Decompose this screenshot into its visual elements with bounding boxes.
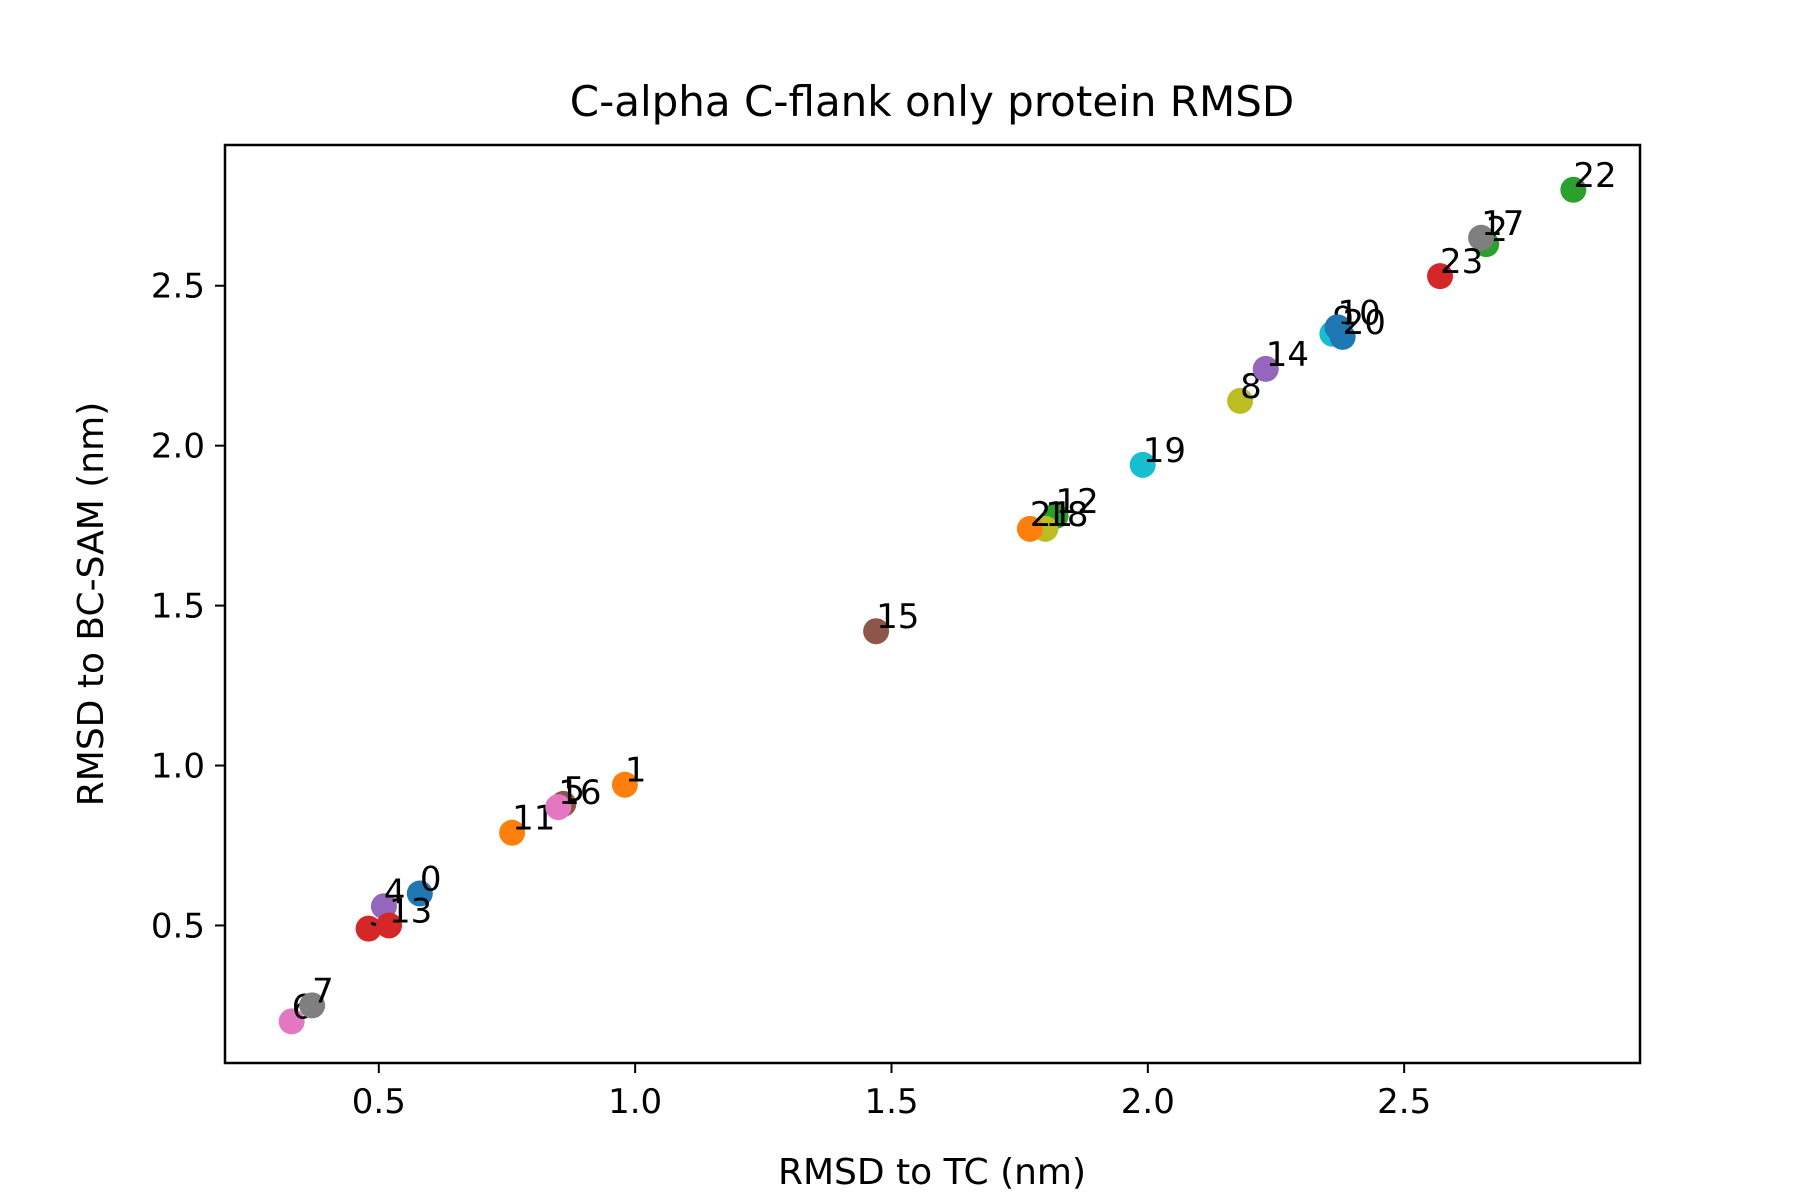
y-tick-label: 0.5	[151, 906, 205, 946]
data-point-14	[1252, 355, 1279, 382]
data-point-20	[1329, 323, 1356, 350]
y-tick-label: 1.5	[151, 587, 205, 627]
data-point-0	[406, 880, 433, 907]
point-label-0: 0	[420, 859, 442, 899]
x-axis: 0.5 1.0 1.5 2.0 2.5	[352, 1063, 1431, 1122]
data-point-21	[1016, 515, 1043, 542]
point-label-4: 4	[384, 872, 406, 912]
data-point-17	[1468, 224, 1495, 251]
point-label-23: 23	[1440, 242, 1483, 282]
point-label-20: 20	[1343, 303, 1386, 343]
data-point-23	[1427, 263, 1454, 290]
point-label-12: 12	[1056, 482, 1099, 522]
point-label-19: 19	[1143, 431, 1186, 471]
data-point-22	[1560, 176, 1587, 203]
plot-frame	[223, 143, 1642, 1065]
data-point-19	[1129, 451, 1156, 478]
data-point-13	[376, 912, 403, 939]
x-tick-label: 2.5	[1377, 1082, 1431, 1122]
point-label-21: 21	[1030, 495, 1073, 535]
point-label-15: 15	[876, 597, 919, 637]
x-axis-title: RMSD to TC (nm)	[778, 1152, 1086, 1193]
y-tick-label: 2.0	[151, 427, 205, 467]
y-axis-title: RMSD to BC-SAM (nm)	[71, 402, 112, 807]
data-point-3	[355, 915, 382, 942]
x-tick-label: 0.5	[352, 1082, 406, 1122]
x-tick-label: 1.0	[608, 1082, 662, 1122]
y-tick-label: 1.0	[151, 747, 205, 787]
point-label-17: 17	[1481, 204, 1524, 244]
data-point-1	[611, 771, 638, 798]
data-point-8	[1227, 387, 1254, 414]
data-point-7	[299, 992, 326, 1019]
y-axis: 0.5 1.0 1.5 2.0 2.5	[151, 267, 225, 946]
data-point-11	[499, 819, 526, 846]
y-tick-label: 2.5	[151, 267, 205, 307]
point-label-13: 13	[389, 891, 432, 931]
chart-title: C-alpha C-flank only protein RMSD	[570, 77, 1294, 126]
point-label-14: 14	[1266, 335, 1309, 375]
point-label-22: 22	[1573, 156, 1616, 196]
data-point-6	[278, 1008, 305, 1035]
x-tick-label: 1.5	[864, 1082, 918, 1122]
data-point-15	[863, 618, 890, 645]
points-layer: 01234567891011121314151617181920212223	[278, 156, 1617, 1035]
point-label-7: 7	[312, 971, 334, 1011]
x-tick-label: 2.0	[1121, 1082, 1175, 1122]
point-label-18: 18	[1045, 495, 1088, 535]
data-point-16	[545, 794, 572, 821]
point-label-16: 16	[558, 773, 601, 813]
point-label-1: 1	[625, 751, 647, 791]
